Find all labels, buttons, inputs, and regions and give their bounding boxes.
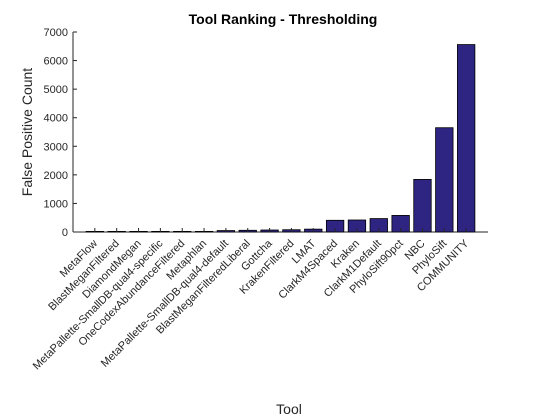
bar xyxy=(435,127,454,233)
y-tick-label: 3000 xyxy=(44,141,68,153)
y-tick-label: 5000 xyxy=(44,84,68,96)
chart-title: Tool Ranking - Thresholding xyxy=(189,11,378,27)
y-tick-label: 1000 xyxy=(44,198,68,210)
x-axis-label: Tool xyxy=(276,401,302,417)
y-tick-label: 7000 xyxy=(44,27,68,39)
y-axis-label: False Positive Count xyxy=(19,68,35,197)
y-tick-label: 0 xyxy=(62,227,68,239)
plot-area: 01000200030004000500060007000MetaFlowBla… xyxy=(31,27,488,372)
bar xyxy=(457,44,476,233)
y-tick-label: 6000 xyxy=(44,56,68,68)
y-tick-label: 4000 xyxy=(44,113,68,125)
y-tick-label: 2000 xyxy=(44,170,68,182)
bar xyxy=(413,179,432,233)
